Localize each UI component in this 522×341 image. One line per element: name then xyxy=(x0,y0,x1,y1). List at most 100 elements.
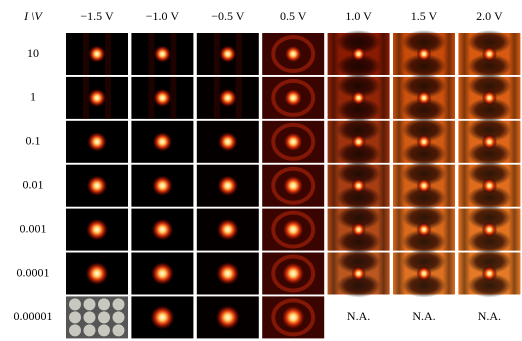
stripe xyxy=(377,252,390,295)
stripe xyxy=(213,33,220,75)
stripe xyxy=(235,76,242,119)
row-label: 0.0001 xyxy=(17,265,50,279)
image-cell xyxy=(66,252,128,295)
image-cell xyxy=(131,76,194,119)
stripe xyxy=(508,208,521,251)
row-label: 0.01 xyxy=(23,177,44,191)
hole xyxy=(467,273,512,298)
hole xyxy=(336,205,381,230)
ring xyxy=(271,210,316,249)
stripe xyxy=(170,33,177,75)
image-cell xyxy=(458,205,521,254)
ring xyxy=(271,35,316,73)
image-cell xyxy=(458,73,521,122)
stripe xyxy=(327,76,340,119)
image-cell xyxy=(131,120,194,163)
hole xyxy=(336,30,381,54)
image-cell xyxy=(196,252,259,295)
stripe xyxy=(393,120,405,163)
stripe xyxy=(105,76,111,119)
stripe xyxy=(393,33,405,75)
stripe xyxy=(327,252,340,295)
row-label: 10 xyxy=(27,46,39,60)
image-cell xyxy=(66,76,128,119)
atom xyxy=(112,311,125,324)
stripe xyxy=(377,164,390,207)
hole xyxy=(402,141,446,166)
stripe xyxy=(393,164,405,207)
image-cell xyxy=(131,252,194,295)
column-header: 2.0 V xyxy=(476,9,503,23)
stripe xyxy=(377,208,390,251)
spot xyxy=(215,261,240,286)
image-cell xyxy=(458,117,521,166)
row-label: 0.1 xyxy=(26,134,41,148)
column-header: 0.5 V xyxy=(280,9,307,23)
image-cell xyxy=(66,296,128,339)
image-cell xyxy=(131,296,194,339)
stripe xyxy=(83,33,89,75)
image-cell xyxy=(458,30,521,78)
image-cell xyxy=(196,120,259,163)
spot xyxy=(218,88,238,108)
spot xyxy=(218,45,237,63)
stripe xyxy=(443,120,455,163)
atom xyxy=(98,298,110,311)
stripe xyxy=(105,33,111,75)
hole xyxy=(467,249,512,274)
ring xyxy=(271,78,316,117)
spot xyxy=(351,266,366,281)
spot xyxy=(149,304,175,330)
hole xyxy=(402,54,446,78)
hole xyxy=(336,249,381,274)
stripe xyxy=(393,252,405,295)
stripe xyxy=(393,76,405,119)
atom xyxy=(69,324,81,337)
atom xyxy=(98,311,110,324)
corner-label: I \V xyxy=(23,9,43,23)
spot xyxy=(351,90,366,106)
spot xyxy=(87,88,107,108)
spot xyxy=(416,90,432,106)
na-label: N.A. xyxy=(347,309,370,323)
ring xyxy=(271,298,316,337)
stripe xyxy=(377,120,390,163)
image-cell xyxy=(262,296,325,339)
image-cell xyxy=(196,76,259,119)
image-cell xyxy=(131,208,194,251)
spot xyxy=(280,304,307,331)
ring xyxy=(271,254,316,293)
spot xyxy=(85,261,109,286)
image-cell xyxy=(393,117,455,166)
hole xyxy=(467,30,512,54)
stripe xyxy=(327,120,340,163)
hole xyxy=(402,97,446,122)
image-cell xyxy=(327,161,390,210)
spot xyxy=(416,178,432,194)
stripe xyxy=(458,120,471,163)
stripe xyxy=(443,208,455,251)
hole xyxy=(467,185,512,210)
spot xyxy=(481,177,498,194)
hole xyxy=(402,229,446,254)
hole xyxy=(467,97,512,122)
hole xyxy=(336,54,381,78)
image-cell xyxy=(262,164,325,207)
hole xyxy=(402,117,446,142)
spot xyxy=(481,134,498,150)
image-cell xyxy=(66,164,128,207)
image-cell xyxy=(262,76,325,119)
stripe xyxy=(443,76,455,119)
spot xyxy=(283,88,303,108)
hole xyxy=(402,185,446,210)
spot xyxy=(282,131,304,153)
stripe xyxy=(235,33,242,75)
spot xyxy=(86,131,108,152)
spot xyxy=(151,174,174,197)
column-header: −0.5 V xyxy=(211,9,245,23)
image-cell xyxy=(196,33,259,75)
stripe xyxy=(458,208,471,251)
spot xyxy=(416,265,432,282)
image-cell xyxy=(393,249,455,298)
